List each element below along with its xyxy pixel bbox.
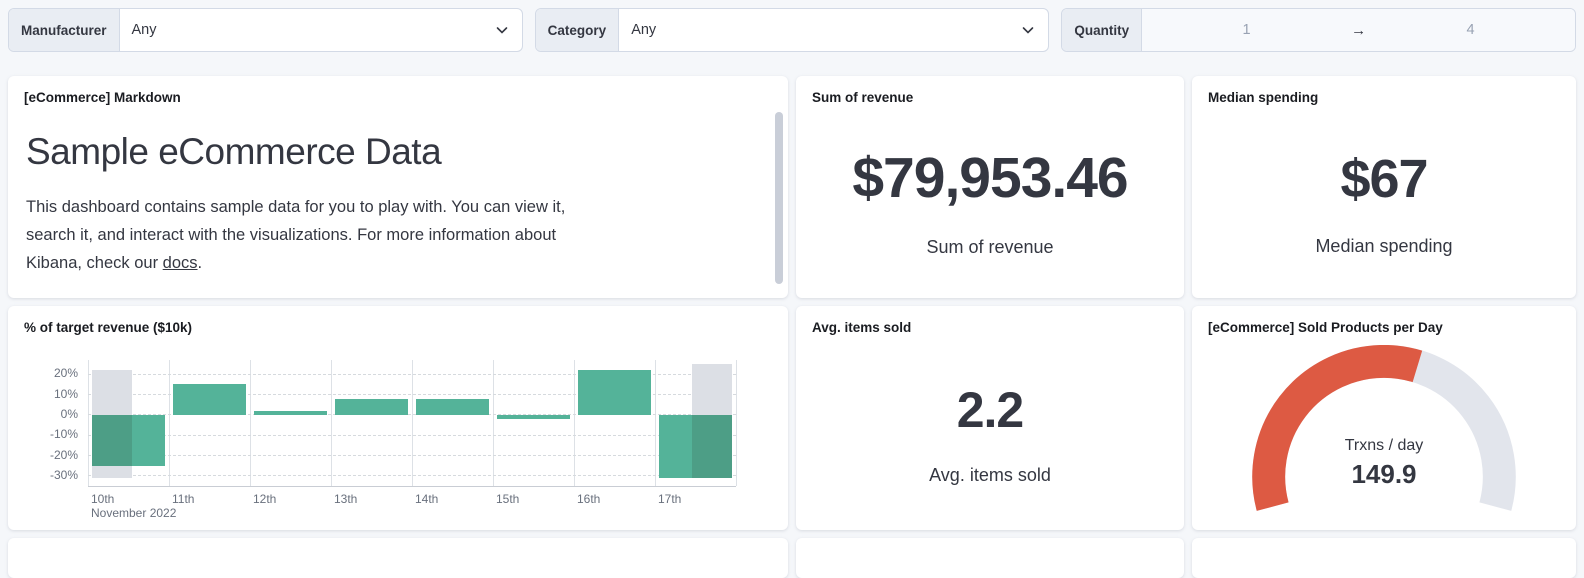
grid-hline (88, 373, 736, 375)
grid-vline (88, 360, 89, 486)
x-axis-tick-label: 12th (253, 492, 277, 506)
bar-12th[interactable] (254, 410, 327, 415)
grid-vline (331, 360, 332, 486)
dashboard-grid: [eCommerce] Markdown Sample eCommerce Da… (0, 52, 1584, 578)
gauge-center-value: 149.9 (1351, 459, 1417, 489)
category-filter-label: Category (535, 9, 620, 51)
grid-vline (493, 360, 494, 486)
quantity-min-input[interactable]: 1 (1242, 22, 1251, 38)
filter-bar: Manufacturer Any Category Any Quantity 1… (0, 0, 1584, 52)
avg-items-sold-label: Avg. items sold (929, 464, 1051, 485)
markdown-panel: [eCommerce] Markdown Sample eCommerce Da… (8, 76, 788, 298)
manufacturer-filter[interactable]: Manufacturer Any (8, 8, 523, 52)
grid-hline (88, 394, 736, 396)
sum-of-revenue-label: Sum of revenue (926, 237, 1054, 257)
gauge-center-text: Trxns / day 149.9 (1252, 437, 1516, 490)
panel-title: Median spending (1208, 90, 1319, 105)
scrollbar-thumb[interactable] (775, 112, 783, 284)
grid-vline (736, 360, 737, 486)
x-axis-tick-label: 14th (415, 492, 439, 506)
grid-hline (88, 455, 736, 457)
x-axis-tick-label: 10th (91, 492, 115, 506)
category-filter[interactable]: Category Any (534, 8, 1050, 52)
grid-vline (250, 360, 251, 486)
grid-hline (88, 414, 736, 416)
panel-title: Sum of revenue (812, 90, 914, 105)
y-axis-tick-label: -10% (49, 427, 78, 442)
x-axis-tick-label: 11th (172, 492, 195, 506)
x-axis-tick-label: 15th (496, 492, 520, 506)
x-axis-secondary-label: November 2022 (91, 506, 177, 520)
gauge-center-label: Trxns / day (1344, 437, 1424, 454)
x-axis-line (88, 486, 736, 487)
quantity-range-control: 1 → 4 (1142, 9, 1576, 51)
median-spending-value: $67 (1340, 148, 1428, 209)
gauge-chart: Trxns / day 149.9 (1252, 345, 1516, 513)
gauge-svg (1252, 345, 1516, 511)
x-axis-tick-label: 16th (577, 492, 601, 506)
bar-13th[interactable] (335, 398, 408, 415)
metric: 2.2 Avg. items sold (796, 340, 1184, 530)
bar-14th[interactable] (416, 398, 489, 415)
median-spending-label: Median spending (1315, 235, 1453, 256)
y-axis-tick-label: 0% (60, 406, 78, 421)
target-revenue-bar-chart: 20% 10% 0% -10% -20% -30% 10th 11th 12th 13th 14th… (24, 350, 764, 530)
bar-band-overlap (92, 414, 133, 466)
x-axis-tick-label: 13th (334, 492, 358, 506)
quantity-filter: Quantity 1 → 4 (1061, 8, 1577, 52)
markdown-body-line: Kibana, check our (26, 254, 163, 273)
sum-of-revenue-panel: Sum of revenue $79,953.46 Sum of revenue (796, 76, 1184, 298)
markdown-body-line: search it, and interact with the visuali… (26, 226, 557, 245)
metric: $79,953.46 Sum of revenue (796, 110, 1184, 298)
avg-items-sold-value: 2.2 (956, 381, 1025, 438)
quantity-filter-label: Quantity (1062, 9, 1143, 51)
grid-vline (412, 360, 413, 486)
markdown-body-line: This dashboard contains sample data for … (26, 198, 566, 216)
manufacturer-filter-label: Manufacturer (9, 9, 120, 51)
chevron-down-icon (494, 22, 510, 38)
target-revenue-panel: % of target revenue ($10k) 20% 10% 0% -10% -… (8, 306, 788, 530)
grid-hline (88, 434, 736, 436)
bar-band-overlap (691, 414, 732, 478)
chevron-down-icon (1020, 22, 1036, 38)
markdown-body: This dashboard contains sample data for … (26, 193, 772, 277)
y-axis-tick-label: -30% (49, 467, 78, 482)
grid-vline (574, 360, 575, 486)
panel-title: [eCommerce] Sold Products per Day (1208, 320, 1443, 335)
y-axis-tick-label: -20% (49, 447, 78, 462)
panel-title: % of target revenue ($10k) (24, 320, 193, 335)
manufacturer-filter-value: Any (131, 22, 157, 38)
partial-panel (1192, 538, 1576, 578)
y-axis-tick-label: 20% (53, 366, 78, 381)
bar-15th[interactable] (497, 414, 570, 419)
y-axis-tick-label: 10% (53, 386, 78, 401)
partial-panel (796, 538, 1184, 578)
avg-items-sold-panel: Avg. items sold 2.2 Avg. items sold (796, 306, 1184, 530)
markdown-heading: Sample eCommerce Data (26, 131, 442, 172)
bar-16th[interactable] (578, 370, 651, 415)
gauge-fill-arc (1252, 345, 1516, 511)
arrow-right-icon: → (1351, 21, 1367, 39)
x-axis-tick-label: 17th (658, 492, 682, 506)
category-filter-value: Any (631, 22, 657, 38)
grid-vline (655, 360, 656, 486)
quantity-max-input[interactable]: 4 (1466, 22, 1475, 38)
sold-products-per-day-panel: [eCommerce] Sold Products per Day Trxns … (1192, 306, 1576, 530)
metric: $67 Median spending (1192, 110, 1576, 298)
sum-of-revenue-value: $79,953.46 (852, 146, 1128, 210)
grid-hline (88, 475, 736, 477)
panel-title: [eCommerce] Markdown (24, 90, 181, 105)
markdown-body-suffix: . (197, 254, 203, 273)
median-spending-panel: Median spending $67 Median spending (1192, 76, 1576, 298)
docs-link[interactable]: docs (162, 254, 198, 273)
bar-11th[interactable] (173, 384, 246, 415)
grid-vline (169, 360, 170, 486)
partial-panel (8, 538, 788, 578)
panel-title: Avg. items sold (812, 320, 912, 335)
